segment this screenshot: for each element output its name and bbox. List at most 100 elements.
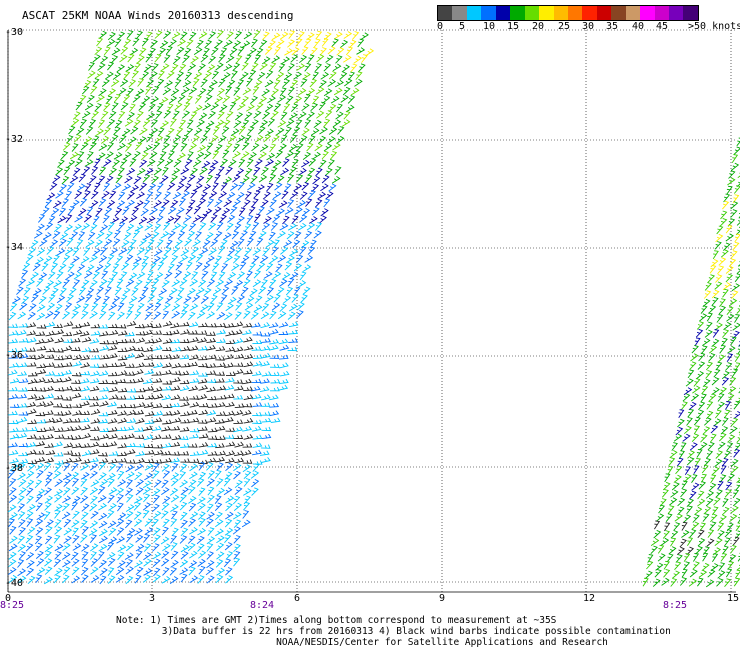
wind-barb — [147, 270, 154, 280]
wind-barb — [700, 345, 708, 355]
wind-barb — [720, 552, 728, 562]
wind-barb — [179, 119, 187, 129]
wind-barb — [80, 395, 91, 400]
wind-barb — [290, 190, 299, 199]
wind-barb — [735, 481, 740, 491]
wind-barb — [117, 338, 128, 344]
wind-barb — [170, 451, 180, 456]
wind-barb — [193, 205, 202, 215]
wind-barb — [708, 304, 717, 314]
wind-barb — [347, 95, 356, 104]
wind-barb — [216, 311, 226, 320]
wind-barb — [728, 553, 737, 563]
wind-barb — [162, 419, 172, 425]
wind-barb — [26, 434, 37, 440]
wind-barb — [151, 518, 159, 528]
wind-barb — [18, 442, 29, 448]
wind-barb — [35, 394, 45, 401]
wind-barb — [224, 471, 233, 480]
wind-barb — [189, 433, 199, 439]
wind-barb — [99, 567, 108, 576]
wind-barb — [237, 79, 245, 88]
wind-swath-left — [7, 29, 375, 585]
wind-barb — [89, 487, 99, 495]
wind-barb — [322, 95, 331, 104]
wind-barb — [179, 223, 188, 232]
wind-barb — [8, 330, 19, 336]
wind-barb — [99, 278, 108, 287]
wind-barb — [78, 173, 86, 183]
wind-barb — [717, 265, 725, 275]
wind-barb — [60, 150, 69, 160]
wind-barb — [732, 194, 740, 204]
wind-barb — [225, 410, 235, 417]
wind-barb — [98, 324, 109, 329]
wind-barb — [721, 417, 729, 426]
wind-barb — [135, 362, 146, 368]
wind-barb — [287, 39, 296, 48]
wind-barb — [263, 216, 272, 224]
wind-barb — [242, 426, 252, 432]
wind-barb — [162, 166, 169, 176]
wind-barb — [35, 550, 44, 559]
wind-barb — [318, 215, 327, 224]
wind-barb — [224, 278, 234, 287]
wind-barb — [185, 127, 194, 137]
wind-barb — [108, 394, 119, 400]
wind-barb — [199, 304, 209, 312]
wind-barb — [212, 287, 222, 295]
wind-barb — [712, 553, 719, 563]
wind-barb — [62, 254, 71, 264]
wind-barb — [81, 279, 90, 288]
wind-barb — [90, 323, 101, 329]
wind-barb — [721, 376, 730, 386]
lon-label: 9 — [439, 593, 446, 604]
wind-barb — [69, 175, 79, 184]
wind-barb — [300, 159, 310, 168]
wind-barb — [679, 538, 687, 548]
wind-barb — [45, 417, 56, 423]
wind-barb — [232, 174, 241, 183]
wind-barb — [696, 448, 703, 458]
wind-barb — [62, 278, 70, 288]
wind-barb — [27, 394, 38, 400]
wind-barb — [287, 311, 296, 320]
wind-barb — [127, 303, 135, 313]
wind-barb — [103, 126, 112, 136]
wind-barb — [299, 214, 308, 223]
wind-barb — [163, 30, 172, 39]
wind-barb — [42, 286, 51, 295]
wind-barb — [108, 487, 118, 495]
wind-barb — [134, 377, 145, 384]
lon-label: 12 — [583, 593, 596, 604]
wind-barb — [203, 71, 213, 80]
wind-barb — [259, 386, 270, 393]
wind-barb — [8, 494, 18, 503]
wind-barb — [125, 353, 135, 359]
wind-barb — [87, 70, 96, 79]
wind-barb — [717, 401, 726, 410]
wind-barb — [52, 200, 62, 209]
wind-barb — [179, 370, 190, 376]
wind-barb — [719, 298, 726, 307]
wind-barb — [153, 479, 162, 488]
wind-barb — [71, 462, 79, 472]
wind-barb — [8, 543, 18, 552]
wind-barb — [243, 478, 251, 487]
wind-barb — [722, 498, 729, 507]
wind-barb — [170, 504, 179, 512]
wind-barb — [678, 450, 685, 460]
wind-barb — [722, 282, 732, 291]
wind-barb — [233, 338, 244, 344]
wind-barb — [202, 239, 211, 248]
wind-barb — [227, 271, 237, 280]
wind-barb — [44, 495, 54, 504]
wind-barb — [358, 63, 366, 72]
wind-barb — [215, 402, 226, 408]
wind-barb — [678, 409, 685, 419]
wind-barb — [163, 191, 172, 200]
wind-barb — [80, 142, 89, 151]
wind-barb — [115, 174, 123, 184]
wind-barb — [129, 239, 137, 248]
wind-barb — [180, 511, 188, 521]
